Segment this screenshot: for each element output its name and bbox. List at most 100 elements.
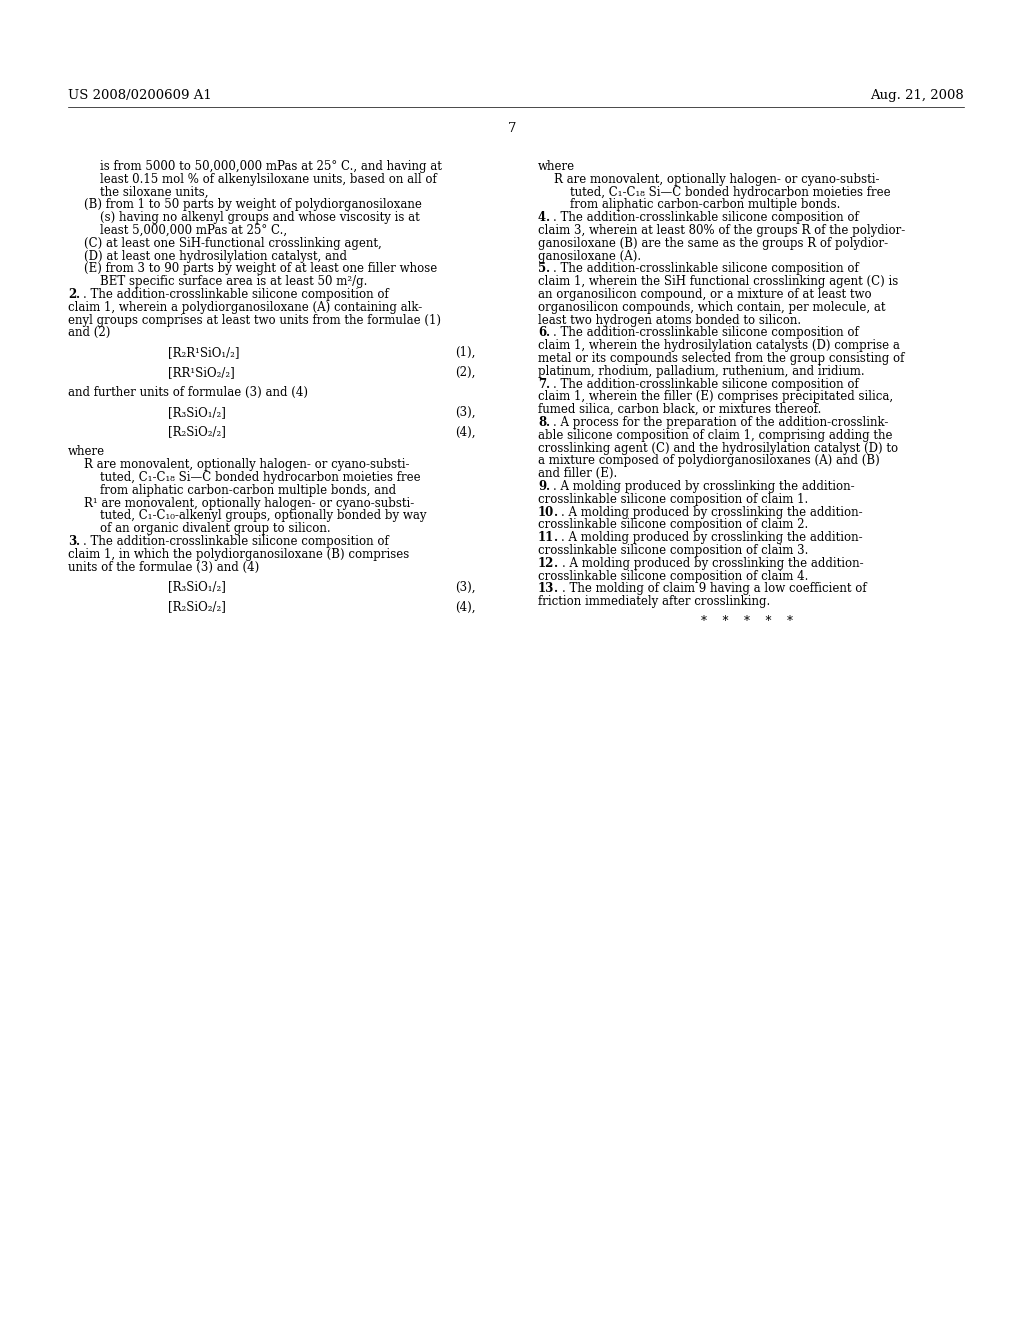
- Text: able silicone composition of claim 1, comprising adding the: able silicone composition of claim 1, co…: [538, 429, 893, 442]
- Text: a mixture composed of polydiorganosiloxanes (A) and (B): a mixture composed of polydiorganosiloxa…: [538, 454, 880, 467]
- Text: ganosiloxane (B) are the same as the groups R of polydior-: ganosiloxane (B) are the same as the gro…: [538, 236, 888, 249]
- Text: (2),: (2),: [456, 366, 476, 379]
- Text: 13: 13: [538, 582, 554, 595]
- Text: claim 1, wherein the filler (E) comprises precipitated silica,: claim 1, wherein the filler (E) comprise…: [538, 391, 893, 404]
- Text: [R₃SiO₁/₂]: [R₃SiO₁/₂]: [168, 405, 226, 418]
- Text: .: .: [546, 416, 550, 429]
- Text: 2: 2: [68, 288, 76, 301]
- Text: and further units of formulae (3) and (4): and further units of formulae (3) and (4…: [68, 385, 308, 399]
- Text: R are monovalent, optionally halogen- or cyano-substi-: R are monovalent, optionally halogen- or…: [554, 173, 880, 186]
- Text: . The molding of claim 9 having a low coefficient of: . The molding of claim 9 having a low co…: [561, 582, 866, 595]
- Text: US 2008/0200609 A1: US 2008/0200609 A1: [68, 88, 212, 102]
- Text: (4),: (4),: [456, 425, 476, 438]
- Text: 6: 6: [538, 326, 546, 339]
- Text: crosslinking agent (C) and the hydrosilylation catalyst (D) to: crosslinking agent (C) and the hydrosily…: [538, 442, 898, 454]
- Text: . A molding produced by crosslinking the addition-: . A molding produced by crosslinking the…: [561, 531, 863, 544]
- Text: from aliphatic carbon-carbon multiple bonds.: from aliphatic carbon-carbon multiple bo…: [570, 198, 841, 211]
- Text: 8: 8: [538, 416, 546, 429]
- Text: Aug. 21, 2008: Aug. 21, 2008: [870, 88, 964, 102]
- Text: 9: 9: [538, 480, 546, 492]
- Text: . The addition-crosslinkable silicone composition of: . The addition-crosslinkable silicone co…: [553, 263, 859, 276]
- Text: .: .: [76, 288, 80, 301]
- Text: claim 1, wherein a polydiorganosiloxane (A) containing alk-: claim 1, wherein a polydiorganosiloxane …: [68, 301, 422, 314]
- Text: enyl groups comprises at least two units from the formulae (1): enyl groups comprises at least two units…: [68, 314, 441, 326]
- Text: 7: 7: [508, 121, 516, 135]
- Text: BET specific surface area is at least 50 m²/g.: BET specific surface area is at least 50…: [100, 275, 368, 288]
- Text: R are monovalent, optionally halogen- or cyano-substi-: R are monovalent, optionally halogen- or…: [84, 458, 410, 471]
- Text: (3),: (3),: [456, 405, 476, 418]
- Text: and filler (E).: and filler (E).: [538, 467, 617, 480]
- Text: 10: 10: [538, 506, 554, 519]
- Text: of an organic divalent group to silicon.: of an organic divalent group to silicon.: [100, 523, 331, 535]
- Text: ganosiloxane (A).: ganosiloxane (A).: [538, 249, 641, 263]
- Text: .: .: [76, 535, 80, 548]
- Text: (B) from 1 to 50 parts by weight of polydiorganosiloxane: (B) from 1 to 50 parts by weight of poly…: [84, 198, 422, 211]
- Text: . The addition-crosslinkable silicone composition of: . The addition-crosslinkable silicone co…: [553, 326, 859, 339]
- Text: least 5,000,000 mPas at 25° C.,: least 5,000,000 mPas at 25° C.,: [100, 224, 287, 238]
- Text: [R₂R¹SiO₁/₂]: [R₂R¹SiO₁/₂]: [168, 346, 240, 359]
- Text: . The addition-crosslinkable silicone composition of: . The addition-crosslinkable silicone co…: [553, 211, 859, 224]
- Text: *  *  *  *  *: * * * * *: [701, 615, 793, 628]
- Text: . The addition-crosslinkable silicone composition of: . The addition-crosslinkable silicone co…: [83, 535, 389, 548]
- Text: where: where: [538, 160, 575, 173]
- Text: claim 3, wherein at least 80% of the groups R of the polydior-: claim 3, wherein at least 80% of the gro…: [538, 224, 905, 238]
- Text: R¹ are monovalent, optionally halogen- or cyano-substi-: R¹ are monovalent, optionally halogen- o…: [84, 496, 415, 510]
- Text: units of the formulae (3) and (4): units of the formulae (3) and (4): [68, 561, 259, 574]
- Text: . A molding produced by crosslinking the addition-: . A molding produced by crosslinking the…: [553, 480, 855, 492]
- Text: (3),: (3),: [456, 581, 476, 594]
- Text: is from 5000 to 50,000,000 mPas at 25° C., and having at: is from 5000 to 50,000,000 mPas at 25° C…: [100, 160, 442, 173]
- Text: metal or its compounds selected from the group consisting of: metal or its compounds selected from the…: [538, 352, 904, 366]
- Text: .: .: [546, 263, 550, 276]
- Text: (D) at least one hydrosilylation catalyst, and: (D) at least one hydrosilylation catalys…: [84, 249, 347, 263]
- Text: least 0.15 mol % of alkenylsiloxane units, based on all of: least 0.15 mol % of alkenylsiloxane unit…: [100, 173, 437, 186]
- Text: 11: 11: [538, 531, 554, 544]
- Text: from aliphatic carbon-carbon multiple bonds, and: from aliphatic carbon-carbon multiple bo…: [100, 484, 396, 496]
- Text: the siloxane units,: the siloxane units,: [100, 186, 209, 198]
- Text: (4),: (4),: [456, 601, 476, 614]
- Text: an organosilicon compound, or a mixture of at least two: an organosilicon compound, or a mixture …: [538, 288, 871, 301]
- Text: crosslinkable silicone composition of claim 3.: crosslinkable silicone composition of cl…: [538, 544, 808, 557]
- Text: organosilicon compounds, which contain, per molecule, at: organosilicon compounds, which contain, …: [538, 301, 886, 314]
- Text: 5: 5: [538, 263, 546, 276]
- Text: [R₂SiO₂/₂]: [R₂SiO₂/₂]: [168, 425, 226, 438]
- Text: .: .: [546, 211, 550, 224]
- Text: fumed silica, carbon black, or mixtures thereof.: fumed silica, carbon black, or mixtures …: [538, 403, 821, 416]
- Text: .: .: [546, 326, 550, 339]
- Text: claim 1, wherein the hydrosilylation catalysts (D) comprise a: claim 1, wherein the hydrosilylation cat…: [538, 339, 900, 352]
- Text: .: .: [554, 557, 558, 570]
- Text: [R₃SiO₁/₂]: [R₃SiO₁/₂]: [168, 581, 226, 594]
- Text: (1),: (1),: [456, 346, 476, 359]
- Text: least two hydrogen atoms bonded to silicon.: least two hydrogen atoms bonded to silic…: [538, 314, 801, 326]
- Text: claim 1, wherein the SiH functional crosslinking agent (C) is: claim 1, wherein the SiH functional cros…: [538, 275, 898, 288]
- Text: 12: 12: [538, 557, 554, 570]
- Text: 4: 4: [538, 211, 546, 224]
- Text: where: where: [68, 445, 105, 458]
- Text: crosslinkable silicone composition of claim 2.: crosslinkable silicone composition of cl…: [538, 519, 808, 532]
- Text: .: .: [546, 378, 550, 391]
- Text: (C) at least one SiH-functional crosslinking agent,: (C) at least one SiH-functional crosslin…: [84, 236, 382, 249]
- Text: .: .: [554, 506, 558, 519]
- Text: (s) having no alkenyl groups and whose viscosity is at: (s) having no alkenyl groups and whose v…: [100, 211, 420, 224]
- Text: and (2): and (2): [68, 326, 111, 339]
- Text: [RR¹SiO₂/₂]: [RR¹SiO₂/₂]: [168, 366, 234, 379]
- Text: .: .: [546, 480, 550, 492]
- Text: [R₂SiO₂/₂]: [R₂SiO₂/₂]: [168, 601, 226, 614]
- Text: 7: 7: [538, 378, 546, 391]
- Text: .: .: [554, 582, 558, 595]
- Text: . The addition-crosslinkable silicone composition of: . The addition-crosslinkable silicone co…: [553, 378, 859, 391]
- Text: (E) from 3 to 90 parts by weight of at least one filler whose: (E) from 3 to 90 parts by weight of at l…: [84, 263, 437, 276]
- Text: 3: 3: [68, 535, 76, 548]
- Text: . A process for the preparation of the addition-crosslink-: . A process for the preparation of the a…: [553, 416, 889, 429]
- Text: tuted, C₁-C₁₀-alkenyl groups, optionally bonded by way: tuted, C₁-C₁₀-alkenyl groups, optionally…: [100, 510, 427, 523]
- Text: .: .: [554, 531, 558, 544]
- Text: . The addition-crosslinkable silicone composition of: . The addition-crosslinkable silicone co…: [83, 288, 389, 301]
- Text: tuted, C₁-C₁₈ Si—C bonded hydrocarbon moieties free: tuted, C₁-C₁₈ Si—C bonded hydrocarbon mo…: [570, 186, 891, 198]
- Text: friction immediately after crosslinking.: friction immediately after crosslinking.: [538, 595, 770, 609]
- Text: . A molding produced by crosslinking the addition-: . A molding produced by crosslinking the…: [561, 557, 863, 570]
- Text: tuted, C₁-C₁₈ Si—C bonded hydrocarbon moieties free: tuted, C₁-C₁₈ Si—C bonded hydrocarbon mo…: [100, 471, 421, 484]
- Text: platinum, rhodium, palladium, ruthenium, and iridium.: platinum, rhodium, palladium, ruthenium,…: [538, 364, 864, 378]
- Text: . A molding produced by crosslinking the addition-: . A molding produced by crosslinking the…: [561, 506, 863, 519]
- Text: crosslinkable silicone composition of claim 1.: crosslinkable silicone composition of cl…: [538, 492, 808, 506]
- Text: claim 1, in which the polydiorganosiloxane (B) comprises: claim 1, in which the polydiorganosiloxa…: [68, 548, 410, 561]
- Text: crosslinkable silicone composition of claim 4.: crosslinkable silicone composition of cl…: [538, 570, 808, 582]
